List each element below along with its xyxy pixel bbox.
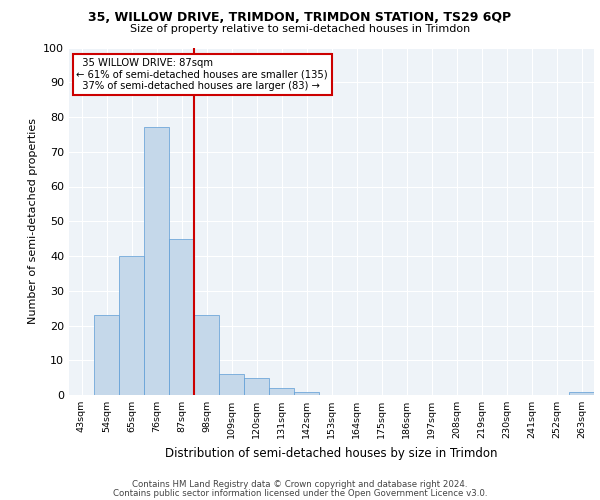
X-axis label: Distribution of semi-detached houses by size in Trimdon: Distribution of semi-detached houses by …	[165, 446, 498, 460]
Text: Size of property relative to semi-detached houses in Trimdon: Size of property relative to semi-detach…	[130, 24, 470, 34]
Bar	[569, 392, 594, 395]
Bar	[219, 374, 244, 395]
Bar	[119, 256, 144, 395]
Text: 35, WILLOW DRIVE, TRIMDON, TRIMDON STATION, TS29 6QP: 35, WILLOW DRIVE, TRIMDON, TRIMDON STATI…	[88, 11, 512, 24]
Y-axis label: Number of semi-detached properties: Number of semi-detached properties	[28, 118, 38, 324]
Bar	[169, 238, 194, 395]
Bar	[194, 315, 219, 395]
Text: 35 WILLOW DRIVE: 87sqm
← 61% of semi-detached houses are smaller (135)
  37% of : 35 WILLOW DRIVE: 87sqm ← 61% of semi-det…	[77, 58, 328, 91]
Bar	[144, 128, 169, 395]
Bar	[294, 392, 319, 395]
Text: Contains HM Land Registry data © Crown copyright and database right 2024.: Contains HM Land Registry data © Crown c…	[132, 480, 468, 489]
Bar	[269, 388, 294, 395]
Text: Contains public sector information licensed under the Open Government Licence v3: Contains public sector information licen…	[113, 489, 487, 498]
Bar	[244, 378, 269, 395]
Bar	[94, 315, 119, 395]
